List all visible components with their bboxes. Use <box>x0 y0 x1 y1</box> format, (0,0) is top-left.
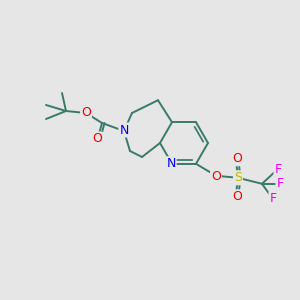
Text: O: O <box>232 152 242 165</box>
Text: S: S <box>234 171 242 184</box>
Text: F: F <box>269 192 277 205</box>
Text: O: O <box>211 170 221 183</box>
Text: O: O <box>232 190 242 203</box>
Text: F: F <box>276 177 284 190</box>
Text: O: O <box>92 133 102 146</box>
Text: O: O <box>81 106 91 118</box>
Text: N: N <box>166 157 176 170</box>
Text: F: F <box>274 163 282 176</box>
Text: N: N <box>119 124 129 136</box>
